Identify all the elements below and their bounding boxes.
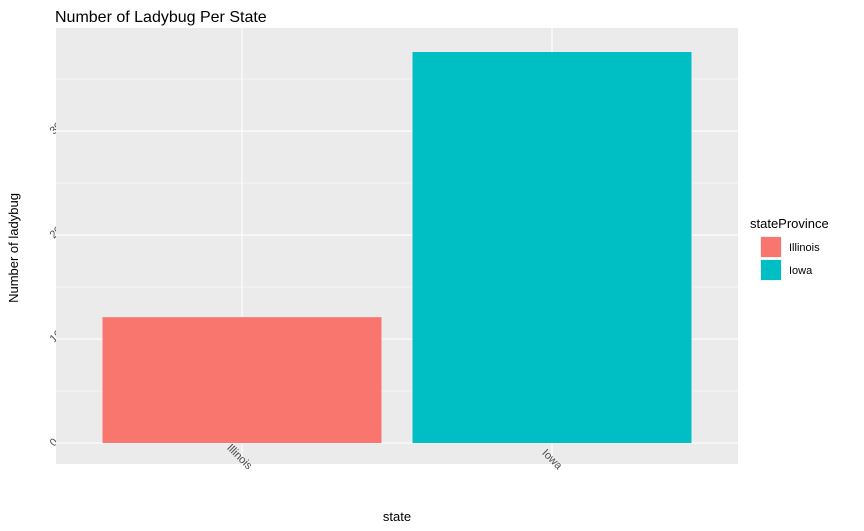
y-tick-labels: 0 10 20 30 xyxy=(48,120,65,449)
legend-label: Illinois xyxy=(789,242,820,254)
y-tick-label: 30 xyxy=(48,120,65,137)
y-tick-label: 20 xyxy=(48,224,65,241)
y-tick-label: 0 xyxy=(48,436,61,449)
chart-title: Number of Ladybug Per State xyxy=(55,9,267,26)
legend-label: Iowa xyxy=(789,265,813,277)
legend: stateProvince Illinois Iowa xyxy=(750,216,829,281)
y-tick-label: 10 xyxy=(48,328,65,345)
legend-key-swatch xyxy=(761,237,781,257)
bar-illinois xyxy=(102,317,382,443)
bars xyxy=(102,52,692,443)
y-axis-title: Number of ladybug xyxy=(6,193,21,303)
legend-key-swatch xyxy=(761,260,781,280)
legend-title: stateProvince xyxy=(750,216,829,231)
x-axis-title: state xyxy=(383,509,411,524)
bar-iowa xyxy=(412,52,692,443)
